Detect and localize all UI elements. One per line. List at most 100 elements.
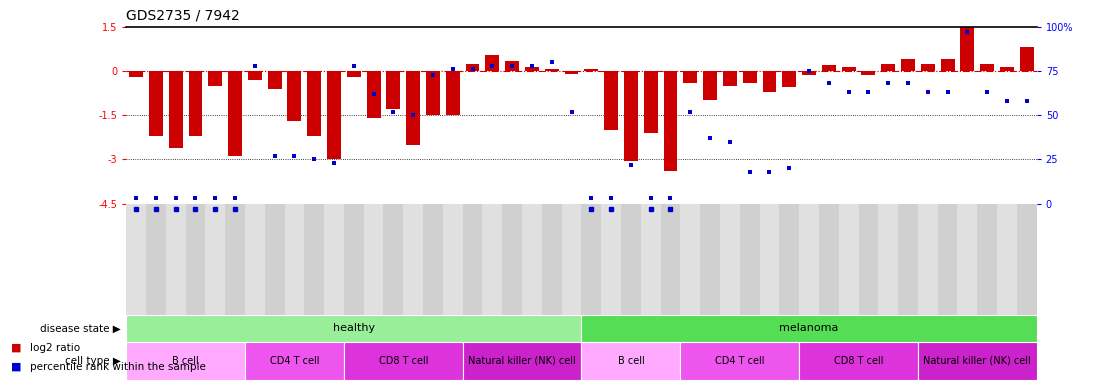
Point <box>840 89 858 95</box>
Text: cell type ▶: cell type ▶ <box>65 356 121 366</box>
Bar <box>166 204 185 315</box>
Bar <box>324 204 343 315</box>
Bar <box>463 342 581 380</box>
Bar <box>522 204 542 315</box>
Point <box>206 195 224 201</box>
Bar <box>445 71 460 115</box>
Bar <box>343 342 463 380</box>
Bar <box>918 342 1037 380</box>
Text: ■: ■ <box>11 362 22 372</box>
Text: B cell: B cell <box>172 356 199 366</box>
Bar <box>644 71 657 133</box>
Bar <box>149 71 162 136</box>
Bar <box>961 27 974 71</box>
Bar <box>364 204 384 315</box>
Text: Natural killer (NK) cell: Natural killer (NK) cell <box>468 356 576 366</box>
Bar <box>525 67 539 71</box>
Bar <box>126 342 245 380</box>
Bar <box>720 204 739 315</box>
Bar <box>879 204 898 315</box>
Bar <box>483 204 502 315</box>
Point <box>344 63 362 69</box>
Bar <box>839 204 859 315</box>
Point <box>1018 98 1036 104</box>
Point <box>979 89 996 95</box>
Bar <box>1000 67 1014 71</box>
Point <box>444 66 462 72</box>
Bar <box>347 71 361 77</box>
Point <box>760 169 778 175</box>
Point <box>563 109 580 115</box>
Text: CD4 T cell: CD4 T cell <box>270 356 319 366</box>
Bar <box>641 204 660 315</box>
Point <box>721 139 738 145</box>
Bar <box>940 59 954 71</box>
Bar <box>799 342 918 380</box>
Bar <box>268 71 282 89</box>
Point <box>681 109 699 115</box>
Point <box>246 63 263 69</box>
Bar <box>700 204 720 315</box>
Bar <box>264 204 284 315</box>
Bar <box>406 71 420 145</box>
Text: disease state ▶: disease state ▶ <box>39 323 121 333</box>
Point <box>365 91 383 97</box>
Text: B cell: B cell <box>618 356 644 366</box>
Point <box>325 160 342 166</box>
Bar <box>304 204 324 315</box>
Bar <box>624 71 637 161</box>
Point <box>543 59 561 65</box>
Point <box>226 195 244 201</box>
Bar <box>581 315 1037 342</box>
Bar <box>604 71 618 130</box>
Bar <box>327 71 341 159</box>
Point <box>602 195 620 201</box>
Point <box>167 195 184 201</box>
Bar <box>743 71 757 83</box>
Point <box>780 165 798 171</box>
Bar <box>841 67 856 71</box>
Point <box>959 29 976 35</box>
Bar <box>485 55 499 71</box>
Bar <box>898 204 918 315</box>
Bar <box>465 64 479 71</box>
Bar <box>759 204 779 315</box>
Bar <box>958 204 977 315</box>
Bar <box>126 315 581 342</box>
Bar <box>664 71 678 171</box>
Point <box>305 156 323 162</box>
Bar <box>977 204 997 315</box>
Bar <box>723 71 737 86</box>
Bar <box>660 204 680 315</box>
Bar <box>443 204 463 315</box>
Point <box>425 71 442 78</box>
Point <box>860 89 878 95</box>
Point <box>186 195 204 201</box>
Bar <box>762 71 777 92</box>
Point <box>701 135 719 141</box>
Bar <box>703 71 717 101</box>
Bar <box>307 71 321 136</box>
Point <box>919 89 937 95</box>
Text: CD8 T cell: CD8 T cell <box>834 356 883 366</box>
Text: melanoma: melanoma <box>779 323 839 333</box>
Point <box>265 153 283 159</box>
Bar <box>680 204 700 315</box>
Bar <box>126 204 146 315</box>
Bar <box>384 204 404 315</box>
Bar <box>918 204 938 315</box>
Bar <box>225 204 245 315</box>
Point <box>880 80 897 86</box>
Point <box>385 109 403 115</box>
Point <box>642 195 659 201</box>
Bar <box>245 342 343 380</box>
Bar <box>343 204 364 315</box>
Bar <box>621 204 641 315</box>
Bar <box>683 71 698 83</box>
Bar <box>601 204 621 315</box>
Point <box>583 195 600 201</box>
Bar <box>938 204 958 315</box>
Bar <box>881 64 895 71</box>
Bar <box>542 204 562 315</box>
Bar <box>502 204 522 315</box>
